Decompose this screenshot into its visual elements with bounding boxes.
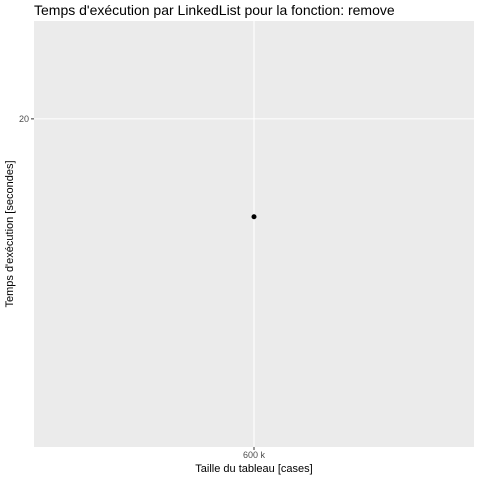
data-points <box>251 214 257 220</box>
y-axis-label: Temps d'exécution [secondes] <box>4 160 16 307</box>
x-tick-label: 600 k <box>243 450 266 460</box>
x-axis-label: Taille du tableau [cases] <box>195 463 312 475</box>
data-point <box>251 214 257 220</box>
axis-ticks: 20 600 k <box>19 114 266 460</box>
gridlines <box>34 21 474 447</box>
chart-title: Temps d'exécution par LinkedList pour la… <box>34 2 395 18</box>
y-tick-label: 20 <box>19 114 29 124</box>
